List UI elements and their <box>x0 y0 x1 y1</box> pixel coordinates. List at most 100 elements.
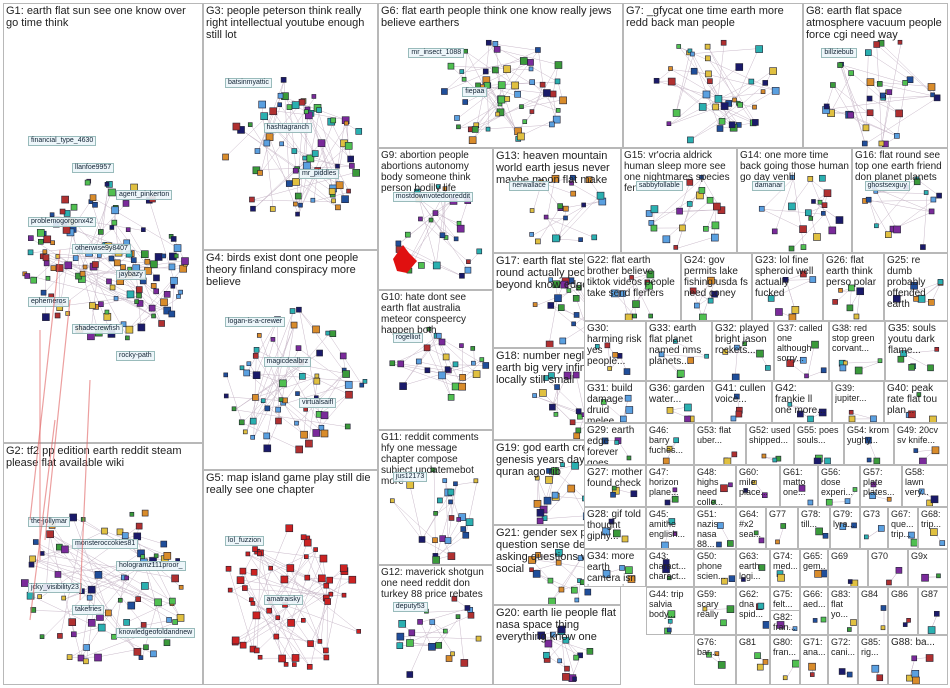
group-g6[interactable]: G6: flat earth people think one know rea… <box>378 3 623 148</box>
group-g63[interactable]: G63: earth logi... <box>736 549 770 587</box>
group-g54[interactable]: G54: krom yughy... <box>844 423 894 465</box>
group-g7[interactable]: G7: _gfycat one time earth more redd bac… <box>623 3 803 148</box>
group-g82[interactable]: G82: fran... <box>770 610 800 635</box>
vertex-node <box>627 575 636 583</box>
group-g42[interactable]: G42: frankie ll one more... <box>772 381 832 423</box>
group-g39[interactable]: G39: jupiter... <box>832 381 884 423</box>
vertex-node <box>125 270 133 279</box>
group-g46[interactable]: G46: barry fuches... <box>646 423 694 465</box>
group-g58[interactable]: G58: lawn very... <box>902 465 948 507</box>
group-g78[interactable]: G78: till... <box>798 507 830 549</box>
group-g5[interactable]: G5: map island game play still die reall… <box>203 470 378 685</box>
group-nodes <box>908 531 917 547</box>
group-g35[interactable]: G35: souls youtu dark flame... <box>885 321 948 381</box>
group-g87[interactable]: G87 <box>918 587 948 635</box>
vertex-node <box>335 163 340 169</box>
vertex-node <box>748 78 755 85</box>
vertex-node <box>459 343 464 348</box>
group-g30[interactable]: G30: harming risk yes people... <box>584 321 646 381</box>
group-g50[interactable]: G50: phone scien... <box>694 549 736 587</box>
group-g66[interactable]: G66: aed... <box>800 587 828 635</box>
vertex-node <box>852 487 858 492</box>
group-g37[interactable]: G37: called one although sorry... <box>774 321 829 381</box>
group-g29[interactable]: G29: earth edge forever goes... <box>584 423 646 465</box>
group-g20[interactable]: G20: earth lie people flat nasa space th… <box>493 605 621 685</box>
group-g33[interactable]: G33: earth flat planet named nms planets… <box>646 321 712 381</box>
group-g15[interactable]: G15: vr'ocria aldrick human sleep more s… <box>621 148 737 253</box>
group-g27[interactable]: G27: mother found check <box>584 465 646 507</box>
group-g9x[interactable]: G9x <box>908 549 948 587</box>
group-g36[interactable]: G36: garden water... <box>646 381 712 423</box>
group-g31[interactable]: G31: build damage druid melee... <box>584 381 646 423</box>
group-g38[interactable]: G38: red stop green corvant... <box>829 321 885 381</box>
group-g14[interactable]: G14: one more time back going those huma… <box>737 148 852 253</box>
group-g25[interactable]: G25: re dumb probably offended earth <box>884 253 948 321</box>
group-g69[interactable]: G69 <box>828 549 868 587</box>
group-g74[interactable]: G74: med... <box>770 549 800 587</box>
group-g79[interactable]: G79: lyra... <box>830 507 860 549</box>
group-g76[interactable]: G76: bar... <box>694 635 736 685</box>
group-g56[interactable]: G56: dose experi... <box>818 465 860 507</box>
group-g23[interactable]: G23: lol fine spheroid well actually fuc… <box>752 253 823 321</box>
group-g40[interactable]: G40: peak rate flat tou plan... <box>884 381 948 423</box>
group-g43[interactable]: G43: charact... charact... <box>646 549 694 587</box>
group-g45[interactable]: G45: amithe english... <box>646 507 694 549</box>
group-g3[interactable]: G3: people peterson think really right i… <box>203 3 378 250</box>
group-g81[interactable]: G81 <box>736 635 770 685</box>
vertex-node <box>264 405 271 412</box>
group-g59[interactable]: G59: scary really <box>694 587 736 635</box>
group-g24[interactable]: G24: gov permits lake fishing usda fs ne… <box>681 253 752 321</box>
vertex-node <box>480 84 485 89</box>
group-g70[interactable]: G70 <box>868 549 908 587</box>
group-g16[interactable]: G16: flat round see top one earth friend… <box>852 148 948 253</box>
group-g88[interactable]: G88: ba... <box>888 635 948 685</box>
group-g86[interactable]: G86 <box>888 587 918 635</box>
vertex-node <box>32 539 39 545</box>
group-g2[interactable]: G2: tf2 pp edition earth reddit steam pl… <box>3 443 203 685</box>
group-g41[interactable]: G41: cullen voice... <box>712 381 772 423</box>
group-g22[interactable]: G22: flat earth brother believe tiktok v… <box>584 253 681 321</box>
group-g61[interactable]: G61: matto one... <box>780 465 818 507</box>
group-g1[interactable]: G1: earth flat sun see one know over go … <box>3 3 203 443</box>
vertex-node <box>585 176 593 183</box>
group-g8[interactable]: G8: earth flat space atmosphere vacuum p… <box>803 3 948 148</box>
group-g48[interactable]: G48: highs need colle... <box>694 465 736 507</box>
group-g71[interactable]: G71: ana... <box>800 635 828 685</box>
group-g44[interactable]: G44: trip salvia body... <box>646 587 694 635</box>
vertex-node <box>577 413 583 420</box>
group-g60[interactable]: G60: mile place... <box>736 465 780 507</box>
group-g26[interactable]: G26: flat earth think perso polar <box>823 253 884 321</box>
group-g83[interactable]: G83: flat yo... <box>828 587 858 635</box>
group-g72[interactable]: G72: cani... <box>828 635 858 685</box>
group-g49[interactable]: G49: 20cv sv knife... <box>894 423 948 465</box>
group-g62[interactable]: G62: dna spid... <box>736 587 770 635</box>
group-g32[interactable]: G32: played bright jason rockets... <box>712 321 774 381</box>
group-g11[interactable]: G11: reddit comments hfy one message cha… <box>378 430 493 565</box>
group-g4[interactable]: G4: birds exist dont one people theory f… <box>203 250 378 470</box>
group-g47[interactable]: G47: horizon plane... <box>646 465 694 507</box>
vertex-node <box>704 55 711 62</box>
group-g64[interactable]: G64: #x2 sea... <box>736 507 766 549</box>
group-g52[interactable]: G52: used shipped... <box>746 423 794 465</box>
group-g55[interactable]: G55: poes souls... <box>794 423 844 465</box>
group-g10[interactable]: G10: hate dont see earth flat australia … <box>378 290 493 430</box>
group-g12[interactable]: G12: maverick shotgun one need reddit do… <box>378 565 493 685</box>
vertex-node <box>432 210 439 216</box>
group-g84[interactable]: G84 <box>858 587 888 635</box>
group-g34[interactable]: G34: more earth camera isn jump cgi... <box>584 549 646 587</box>
group-g28[interactable]: G28: gif told thought giphy... <box>584 507 646 549</box>
group-g57[interactable]: G57: plate plates... <box>860 465 902 507</box>
group-g73[interactable]: G73 <box>860 507 888 549</box>
vertex-node <box>788 202 796 211</box>
group-g53[interactable]: G53: flat uber... <box>694 423 746 465</box>
group-g13[interactable]: G13: heaven mountain world earth jesus n… <box>493 148 621 253</box>
group-g9[interactable]: G9: abortion people abortions autonomy b… <box>378 148 493 290</box>
group-g77[interactable]: G77 <box>766 507 798 549</box>
group-g68[interactable]: G68: trip... <box>918 507 948 549</box>
group-g85[interactable]: G85: rig... <box>858 635 888 685</box>
group-g65[interactable]: G65: gem... <box>800 549 828 587</box>
group-g80[interactable]: G80: fran... <box>770 635 800 685</box>
group-g51[interactable]: G51: nazis nasa 88... <box>694 507 736 549</box>
group-g67[interactable]: G67: que... trip... <box>888 507 918 549</box>
vertex-node <box>687 357 695 364</box>
